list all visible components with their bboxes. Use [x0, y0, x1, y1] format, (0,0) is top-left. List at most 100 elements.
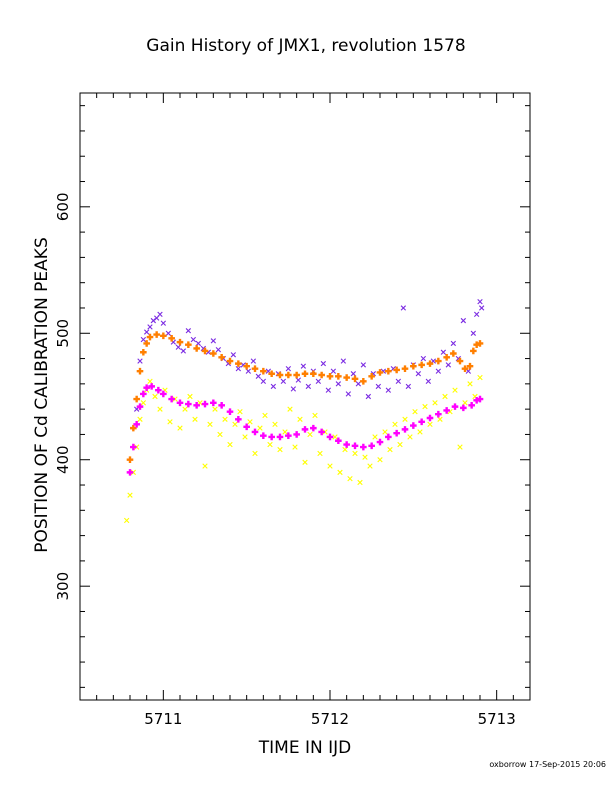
data-point: [277, 446, 283, 453]
data-point: [227, 441, 233, 448]
y-tick-label: 300: [54, 572, 72, 601]
data-point: [352, 450, 358, 457]
data-point: [175, 344, 182, 350]
data-point: [435, 410, 442, 418]
data-point: [351, 375, 359, 383]
data-point: [468, 402, 475, 409]
data-point: [232, 421, 238, 428]
data-point: [247, 419, 253, 425]
data-point: [143, 384, 150, 391]
data-point: [460, 317, 467, 324]
data-point: [385, 367, 392, 375]
data-point: [325, 387, 332, 393]
data-point: [293, 431, 300, 438]
data-point: [343, 374, 350, 381]
data-point: [410, 362, 417, 370]
data-point: [242, 434, 248, 440]
data-point: [143, 329, 150, 335]
data-point: [235, 415, 242, 423]
data-point: [368, 372, 375, 380]
data-point: [127, 492, 133, 498]
data-point: [310, 370, 317, 378]
data-point: [210, 399, 217, 407]
data-point: [477, 298, 483, 305]
data-point: [322, 429, 328, 435]
data-point: [435, 357, 442, 365]
data-point: [410, 422, 417, 429]
data-point: [297, 416, 303, 422]
footer-credit: oxborrow 17-Sep-2015 20:06: [489, 760, 606, 769]
data-point: [392, 421, 398, 428]
data-point: [201, 400, 209, 408]
data-point: [420, 355, 427, 362]
series-2: [126, 331, 484, 464]
data-point: [318, 371, 325, 379]
data-point: [195, 340, 202, 347]
data-point: [432, 400, 438, 406]
data-point: [351, 442, 359, 450]
data-point: [401, 365, 409, 372]
data-point: [230, 352, 237, 358]
data-point: [202, 463, 208, 469]
data-point: [210, 338, 217, 344]
data-point: [320, 360, 327, 367]
y-tick-label: 500: [54, 319, 72, 348]
data-point: [315, 378, 322, 385]
data-point: [393, 366, 400, 374]
data-point: [302, 459, 308, 465]
data-point: [243, 423, 250, 431]
data-point: [147, 378, 153, 385]
data-point: [377, 457, 383, 463]
data-point: [452, 387, 458, 393]
data-point: [326, 372, 334, 380]
data-point: [443, 407, 450, 414]
data-point: [477, 374, 483, 381]
data-point: [355, 381, 362, 387]
data-point: [376, 438, 384, 446]
data-point: [450, 340, 457, 347]
data-point: [437, 416, 443, 422]
data-point: [235, 360, 242, 367]
data-point: [176, 338, 184, 346]
data-point: [250, 358, 257, 364]
data-point: [182, 406, 188, 412]
data-point: [451, 403, 459, 410]
data-point: [133, 395, 140, 403]
data-point: [212, 406, 218, 412]
data-point: [146, 333, 154, 341]
data-point: [193, 345, 200, 352]
data-point: [168, 395, 175, 403]
data-point: [130, 469, 137, 476]
data-point: [460, 404, 467, 412]
data-point: [160, 332, 167, 340]
data-point: [345, 391, 352, 397]
series-3: [126, 383, 484, 476]
data-point: [418, 418, 425, 426]
series-0: [133, 298, 485, 412]
data-point: [185, 341, 192, 348]
data-point: [262, 412, 268, 419]
data-point: [300, 363, 307, 369]
data-point: [395, 378, 402, 385]
data-point: [222, 416, 228, 422]
data-point: [407, 434, 413, 440]
data-point: [310, 424, 317, 432]
data-point: [402, 416, 408, 422]
data-point: [327, 463, 333, 469]
data-point: [215, 347, 222, 353]
data-point: [418, 361, 425, 369]
data-point: [385, 433, 392, 441]
data-point: [147, 324, 153, 330]
data-point: [440, 349, 447, 355]
data-point: [387, 446, 393, 453]
data-point: [287, 406, 293, 412]
data-point: [476, 340, 484, 347]
data-point: [375, 383, 382, 390]
data-point: [140, 390, 147, 398]
data-point: [292, 444, 298, 450]
data-point: [397, 441, 403, 448]
data-point: [180, 348, 187, 354]
data-point: [400, 305, 407, 311]
data-point: [140, 348, 147, 356]
